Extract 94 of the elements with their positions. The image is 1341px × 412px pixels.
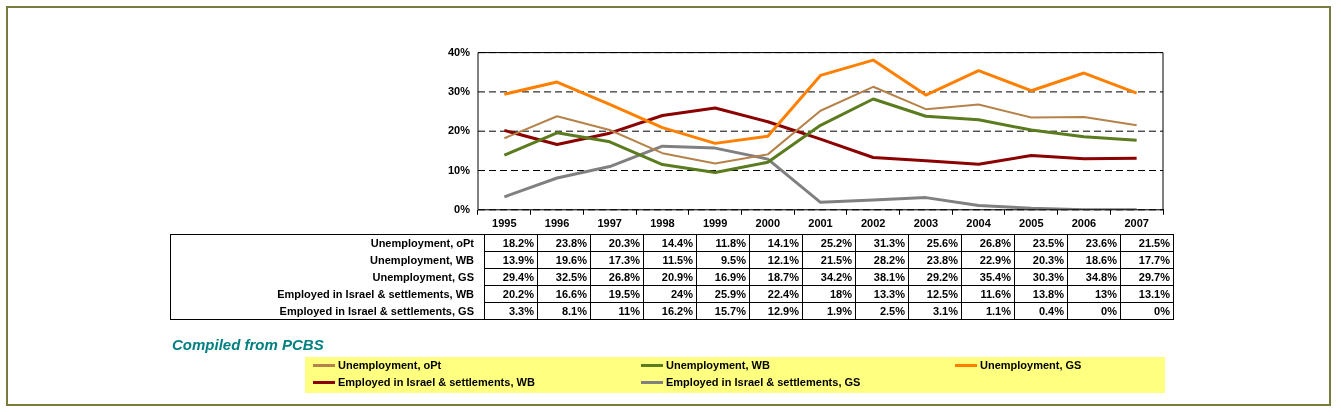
data-label: 11% bbox=[590, 302, 644, 320]
data-label: 15.7% bbox=[696, 302, 750, 320]
data-label: 1.1% bbox=[961, 302, 1015, 320]
data-label: 23.5% bbox=[1014, 234, 1068, 252]
data-label: 25.6% bbox=[908, 234, 962, 252]
data-label: 29.7% bbox=[1120, 268, 1174, 286]
data-label: 19.5% bbox=[590, 285, 644, 303]
data-label: 20.2% bbox=[484, 285, 538, 303]
text: Unemployment, WB bbox=[370, 254, 474, 266]
x-tick-label: 1999 bbox=[702, 217, 728, 230]
text: Compiled from PCBS bbox=[172, 336, 324, 353]
x-tick-label: 1995 bbox=[492, 217, 517, 230]
data-label: 31.3% bbox=[855, 234, 909, 252]
data-label: 2.5% bbox=[855, 302, 909, 320]
data-label: 35.4% bbox=[961, 268, 1015, 286]
data-label: 18.6% bbox=[1067, 251, 1121, 269]
data-label: 13.9% bbox=[484, 251, 538, 269]
x-tick-label: 2004 bbox=[966, 217, 992, 230]
data-label: 23.8% bbox=[908, 251, 962, 269]
data-label: 20.3% bbox=[1014, 251, 1068, 269]
data-label: 16.9% bbox=[696, 268, 750, 286]
data-label: 26.8% bbox=[961, 234, 1015, 252]
x-tick-label: 1998 bbox=[650, 217, 675, 230]
data-label: 12.9% bbox=[749, 302, 803, 320]
x-tick-label: 2001 bbox=[808, 217, 833, 230]
legend-label: Employed in Israel & settlements, WB bbox=[338, 376, 535, 388]
data-label: 11.5% bbox=[643, 251, 697, 269]
data-label: 25.9% bbox=[696, 285, 750, 303]
data-label: 18.2% bbox=[484, 234, 538, 252]
data-label: 13.3% bbox=[855, 285, 909, 303]
data-label: 22.4% bbox=[749, 285, 803, 303]
x-tick-label: 2005 bbox=[1019, 217, 1044, 230]
x-tick-label: 2003 bbox=[913, 217, 939, 230]
data-label: 26.8% bbox=[590, 268, 644, 286]
text: Unemployment, GS bbox=[372, 271, 474, 283]
y-tick-label: 30% bbox=[447, 84, 471, 97]
data-label: 3.3% bbox=[484, 302, 538, 320]
data-label: 12.1% bbox=[749, 251, 803, 269]
text: Employed in Israel & settlements, WB bbox=[277, 288, 474, 300]
data-label: 16.2% bbox=[643, 302, 697, 320]
data-label: 21.5% bbox=[802, 251, 856, 269]
data-label: 21.5% bbox=[1120, 234, 1174, 252]
y-tick-label: 40% bbox=[447, 45, 471, 58]
data-label: 13% bbox=[1067, 285, 1121, 303]
data-label: 38.1% bbox=[855, 268, 909, 286]
data-label: 32.5% bbox=[537, 268, 591, 286]
data-label: 25.2% bbox=[802, 234, 856, 252]
data-label: 24% bbox=[643, 285, 697, 303]
data-label: 12.5% bbox=[908, 285, 962, 303]
data-label: 34.8% bbox=[1067, 268, 1121, 286]
data-label: 22.9% bbox=[961, 251, 1015, 269]
x-tick-label: 2006 bbox=[1071, 217, 1097, 230]
data-label: 34.2% bbox=[802, 268, 856, 286]
data-label: 17.3% bbox=[590, 251, 644, 269]
data-label: 30.3% bbox=[1014, 268, 1068, 286]
legend-label: Employed in Israel & settlements, GS bbox=[666, 376, 861, 388]
data-label: 14.1% bbox=[749, 234, 803, 252]
data-label: 0.4% bbox=[1014, 302, 1068, 320]
data-label: 29.4% bbox=[484, 268, 538, 286]
legend-label: Unemployment, WB bbox=[666, 359, 770, 371]
x-tick-label: 2000 bbox=[755, 217, 781, 230]
text: Employed in Israel & settlements, GS bbox=[279, 304, 474, 317]
data-label: 20.9% bbox=[643, 268, 697, 286]
text: Unemployment, oPt bbox=[370, 237, 474, 250]
data-label: 11.8% bbox=[696, 234, 750, 252]
y-tick-label: 20% bbox=[447, 124, 471, 137]
data-label: 0% bbox=[1067, 302, 1121, 320]
legend-label: Unemployment, GS bbox=[980, 359, 1082, 371]
data-label: 17.7% bbox=[1120, 251, 1174, 269]
data-label: 23.8% bbox=[537, 234, 591, 252]
data-label: 9.5% bbox=[696, 251, 750, 269]
data-label: 28.2% bbox=[855, 251, 909, 269]
data-label: 13.8% bbox=[1014, 285, 1068, 303]
data-label: 18.7% bbox=[749, 268, 803, 286]
data-label: 1.9% bbox=[802, 302, 856, 320]
data-label: 11.6% bbox=[961, 285, 1015, 303]
legend-label: Unemployment, oPt bbox=[338, 359, 442, 371]
y-tick-label: 10% bbox=[447, 163, 471, 176]
data-label: 18% bbox=[802, 285, 856, 303]
x-tick-label: 2007 bbox=[1124, 217, 1149, 230]
data-label: 13.1% bbox=[1120, 285, 1174, 303]
data-label: 29.2% bbox=[908, 268, 962, 286]
data-label: 16.6% bbox=[537, 285, 591, 303]
x-tick-label: 1996 bbox=[544, 217, 570, 230]
data-label: 23.6% bbox=[1067, 234, 1121, 252]
data-label: 3.1% bbox=[908, 302, 962, 320]
data-label: 20.3% bbox=[590, 234, 644, 252]
y-tick-label: 0% bbox=[454, 202, 471, 215]
x-tick-label: 2002 bbox=[860, 217, 886, 230]
data-label: 14.4% bbox=[643, 234, 697, 252]
data-label: 19.6% bbox=[537, 251, 591, 269]
data-label: 8.1% bbox=[537, 302, 591, 320]
data-label: 0% bbox=[1120, 302, 1174, 320]
x-tick-label: 1997 bbox=[597, 217, 622, 230]
